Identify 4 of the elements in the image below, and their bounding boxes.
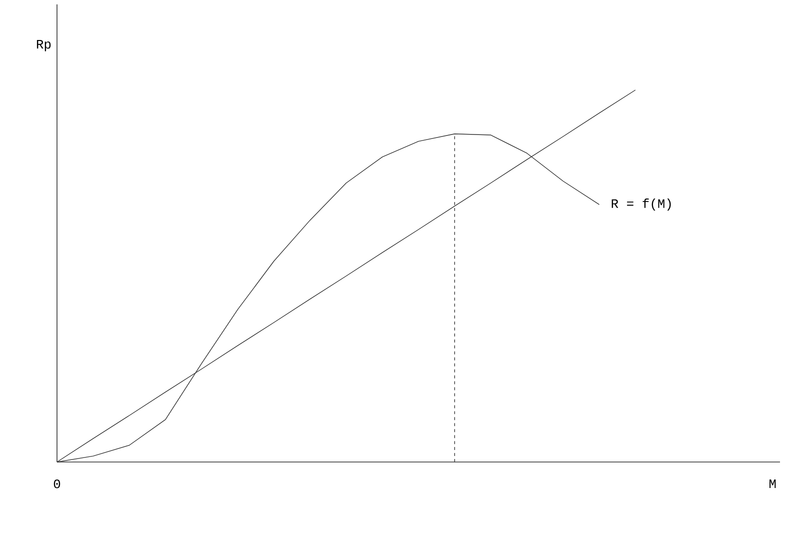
text: M [770, 480, 776, 488]
y-axis-title: Rp [36, 40, 51, 52]
series-label: R = f(M) [612, 198, 671, 211]
text: 0 [54, 480, 60, 488]
